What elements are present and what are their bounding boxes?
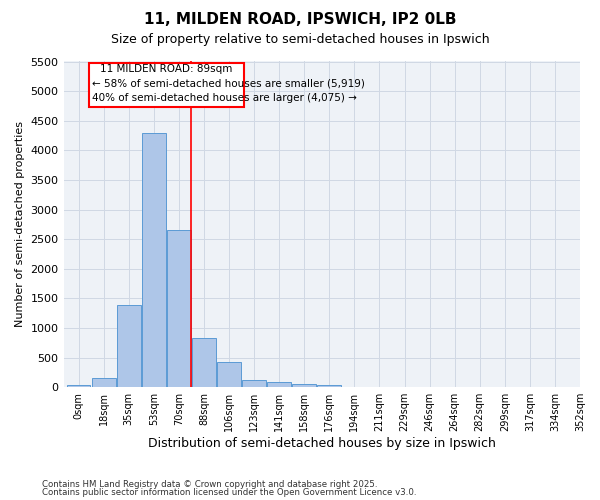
Bar bbox=[317, 386, 341, 387]
Text: 40% of semi-detached houses are larger (4,075) →: 40% of semi-detached houses are larger (… bbox=[92, 93, 357, 103]
Bar bbox=[217, 362, 241, 387]
Text: 11, MILDEN ROAD, IPSWICH, IP2 0LB: 11, MILDEN ROAD, IPSWICH, IP2 0LB bbox=[144, 12, 456, 28]
FancyBboxPatch shape bbox=[89, 62, 244, 107]
X-axis label: Distribution of semi-detached houses by size in Ipswich: Distribution of semi-detached houses by … bbox=[148, 437, 496, 450]
Bar bbox=[117, 306, 140, 387]
Text: 11 MILDEN ROAD: 89sqm: 11 MILDEN ROAD: 89sqm bbox=[100, 64, 233, 74]
Bar bbox=[292, 384, 316, 387]
Bar bbox=[167, 230, 191, 387]
Bar bbox=[92, 378, 116, 387]
Bar bbox=[67, 386, 91, 387]
Bar bbox=[267, 382, 291, 387]
Bar bbox=[142, 132, 166, 387]
Text: Contains HM Land Registry data © Crown copyright and database right 2025.: Contains HM Land Registry data © Crown c… bbox=[42, 480, 377, 489]
Text: Size of property relative to semi-detached houses in Ipswich: Size of property relative to semi-detach… bbox=[110, 32, 490, 46]
Bar bbox=[242, 380, 266, 387]
Bar bbox=[343, 386, 366, 387]
Text: ← 58% of semi-detached houses are smaller (5,919): ← 58% of semi-detached houses are smalle… bbox=[92, 78, 365, 88]
Bar bbox=[192, 338, 216, 387]
Y-axis label: Number of semi-detached properties: Number of semi-detached properties bbox=[15, 122, 25, 328]
Text: Contains public sector information licensed under the Open Government Licence v3: Contains public sector information licen… bbox=[42, 488, 416, 497]
